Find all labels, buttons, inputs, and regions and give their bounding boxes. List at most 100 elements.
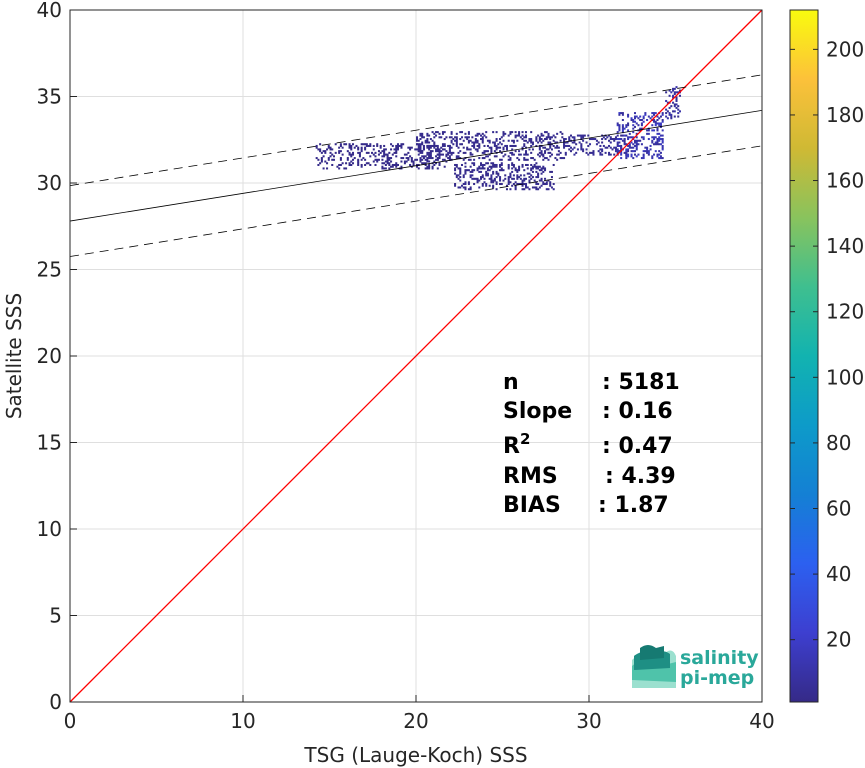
density-cell [481, 176, 484, 179]
x-tick-label: 0 [64, 709, 77, 733]
density-cell [647, 150, 650, 153]
density-cell [336, 165, 339, 168]
density-cell [351, 143, 355, 146]
y-tick-label: 35 [37, 85, 62, 109]
density-cell [547, 188, 550, 191]
density-cell [358, 151, 361, 154]
density-cell [483, 163, 486, 166]
density-cell [568, 148, 571, 151]
density-cell [488, 165, 491, 168]
density-cell [597, 150, 600, 153]
density-cell [552, 163, 555, 166]
density-cell [656, 139, 659, 142]
density-cell [490, 151, 493, 154]
density-cell [519, 177, 522, 180]
density-cell [519, 136, 522, 139]
density-cell [469, 174, 472, 177]
density-cell [587, 153, 590, 156]
density-cell [526, 172, 529, 175]
density-cell [467, 169, 470, 172]
density-cell [429, 144, 432, 147]
density-cell [396, 144, 399, 147]
density-cell [500, 163, 503, 166]
density-cell [673, 115, 676, 118]
density-cell [440, 136, 443, 139]
density-cell [485, 184, 488, 187]
density-cell [518, 183, 521, 186]
x-axis-ticks: 0 10 20 30 40 [64, 695, 775, 733]
density-cell [395, 163, 398, 166]
density-cell [564, 153, 567, 156]
density-cell [623, 141, 626, 144]
density-cell [443, 143, 446, 146]
density-cell [620, 146, 623, 149]
density-cell [402, 157, 405, 160]
density-cell [661, 112, 664, 115]
density-cell [467, 181, 470, 184]
density-cell [343, 143, 346, 146]
density-cell [490, 176, 493, 179]
density-cell [537, 183, 540, 186]
density-cell [537, 188, 540, 191]
density-cell [530, 139, 533, 142]
density-cell [658, 122, 661, 125]
y-tick-label: 0 [49, 690, 62, 714]
density-cell [606, 136, 609, 139]
density-cell [502, 155, 505, 158]
density-cell [360, 146, 363, 149]
y-tick-label: 30 [37, 171, 62, 195]
density-cell [346, 150, 349, 153]
density-cell [478, 146, 481, 149]
density-cell [339, 144, 342, 147]
density-cell [485, 170, 488, 173]
density-cell [431, 167, 434, 170]
density-cell [542, 153, 545, 156]
density-cell [471, 169, 474, 172]
density-cell [448, 158, 451, 161]
density-cell [609, 136, 612, 139]
density-cell [396, 148, 399, 151]
density-cell [460, 131, 464, 134]
density-cell [485, 172, 488, 175]
density-cell [459, 143, 462, 146]
density-cell [474, 134, 477, 137]
density-cell [381, 150, 384, 153]
density-cell [455, 174, 458, 177]
density-cell [419, 134, 422, 137]
density-cell [523, 136, 526, 139]
density-cell [564, 151, 567, 154]
density-cell [455, 141, 458, 144]
density-cell [630, 146, 633, 149]
density-cell [627, 148, 630, 151]
density-cell [502, 148, 505, 151]
density-cell [433, 136, 436, 139]
density-cell [457, 151, 460, 154]
density-cell [653, 143, 656, 146]
density-cell [592, 153, 595, 156]
density-cell [435, 162, 438, 165]
density-cell [476, 167, 479, 170]
density-cell [454, 183, 457, 186]
density-cell [417, 148, 420, 151]
stat-label: BIAS [503, 493, 561, 518]
density-cell [552, 139, 555, 142]
density-cell [322, 155, 325, 158]
density-cell [466, 138, 469, 141]
density-cell [557, 150, 560, 153]
density-cell [436, 158, 439, 161]
density-cell [379, 144, 382, 147]
density-cell [395, 144, 398, 147]
density-cell [360, 165, 363, 168]
density-cell [647, 151, 650, 154]
density-cell [436, 146, 439, 149]
density-cell [618, 124, 621, 127]
stat-value: : 4.39 [605, 464, 676, 489]
density-cell [383, 155, 386, 158]
density-cell [511, 162, 514, 165]
density-cell [670, 115, 673, 118]
density-cell [659, 122, 662, 125]
density-cell [495, 181, 498, 184]
density-cell [426, 141, 429, 144]
density-cell [474, 141, 477, 144]
density-cell [658, 139, 661, 142]
